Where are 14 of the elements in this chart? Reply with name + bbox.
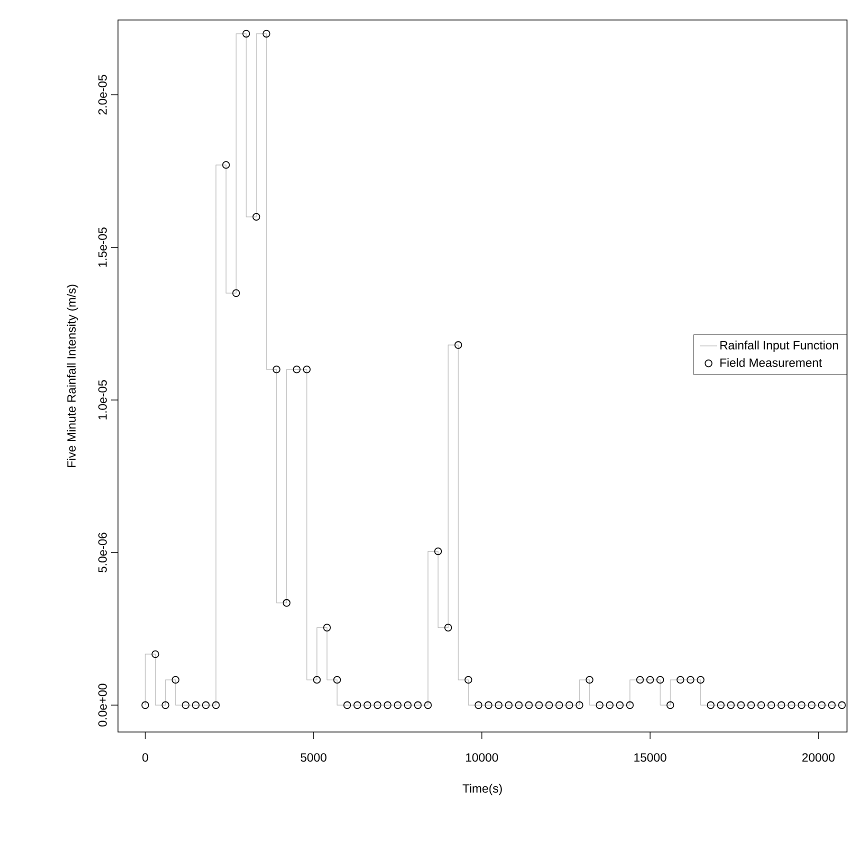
y-tick-label: 0.0e+00: [98, 684, 107, 727]
x-tick-label: 15000: [634, 753, 666, 762]
y-tick-label: 2.0e-05: [98, 74, 107, 115]
legend-label: Rainfall Input Function: [720, 340, 838, 352]
x-axis-title: Time(s): [462, 784, 502, 796]
y-tick-label: 5.0e-06: [98, 532, 107, 572]
legend-label: Field Measurement: [720, 358, 822, 367]
y-tick-label: 1.5e-05: [98, 228, 107, 267]
x-tick-label: 20000: [802, 753, 835, 762]
x-tick-label: 5000: [300, 753, 326, 762]
y-tick-label: 1.0e-05: [98, 380, 107, 420]
y-axis-title: Five Minute Rainfall Intensity (m/s): [66, 284, 78, 468]
x-tick-label: 0: [142, 753, 148, 762]
x-tick-label: 10000: [466, 753, 498, 762]
